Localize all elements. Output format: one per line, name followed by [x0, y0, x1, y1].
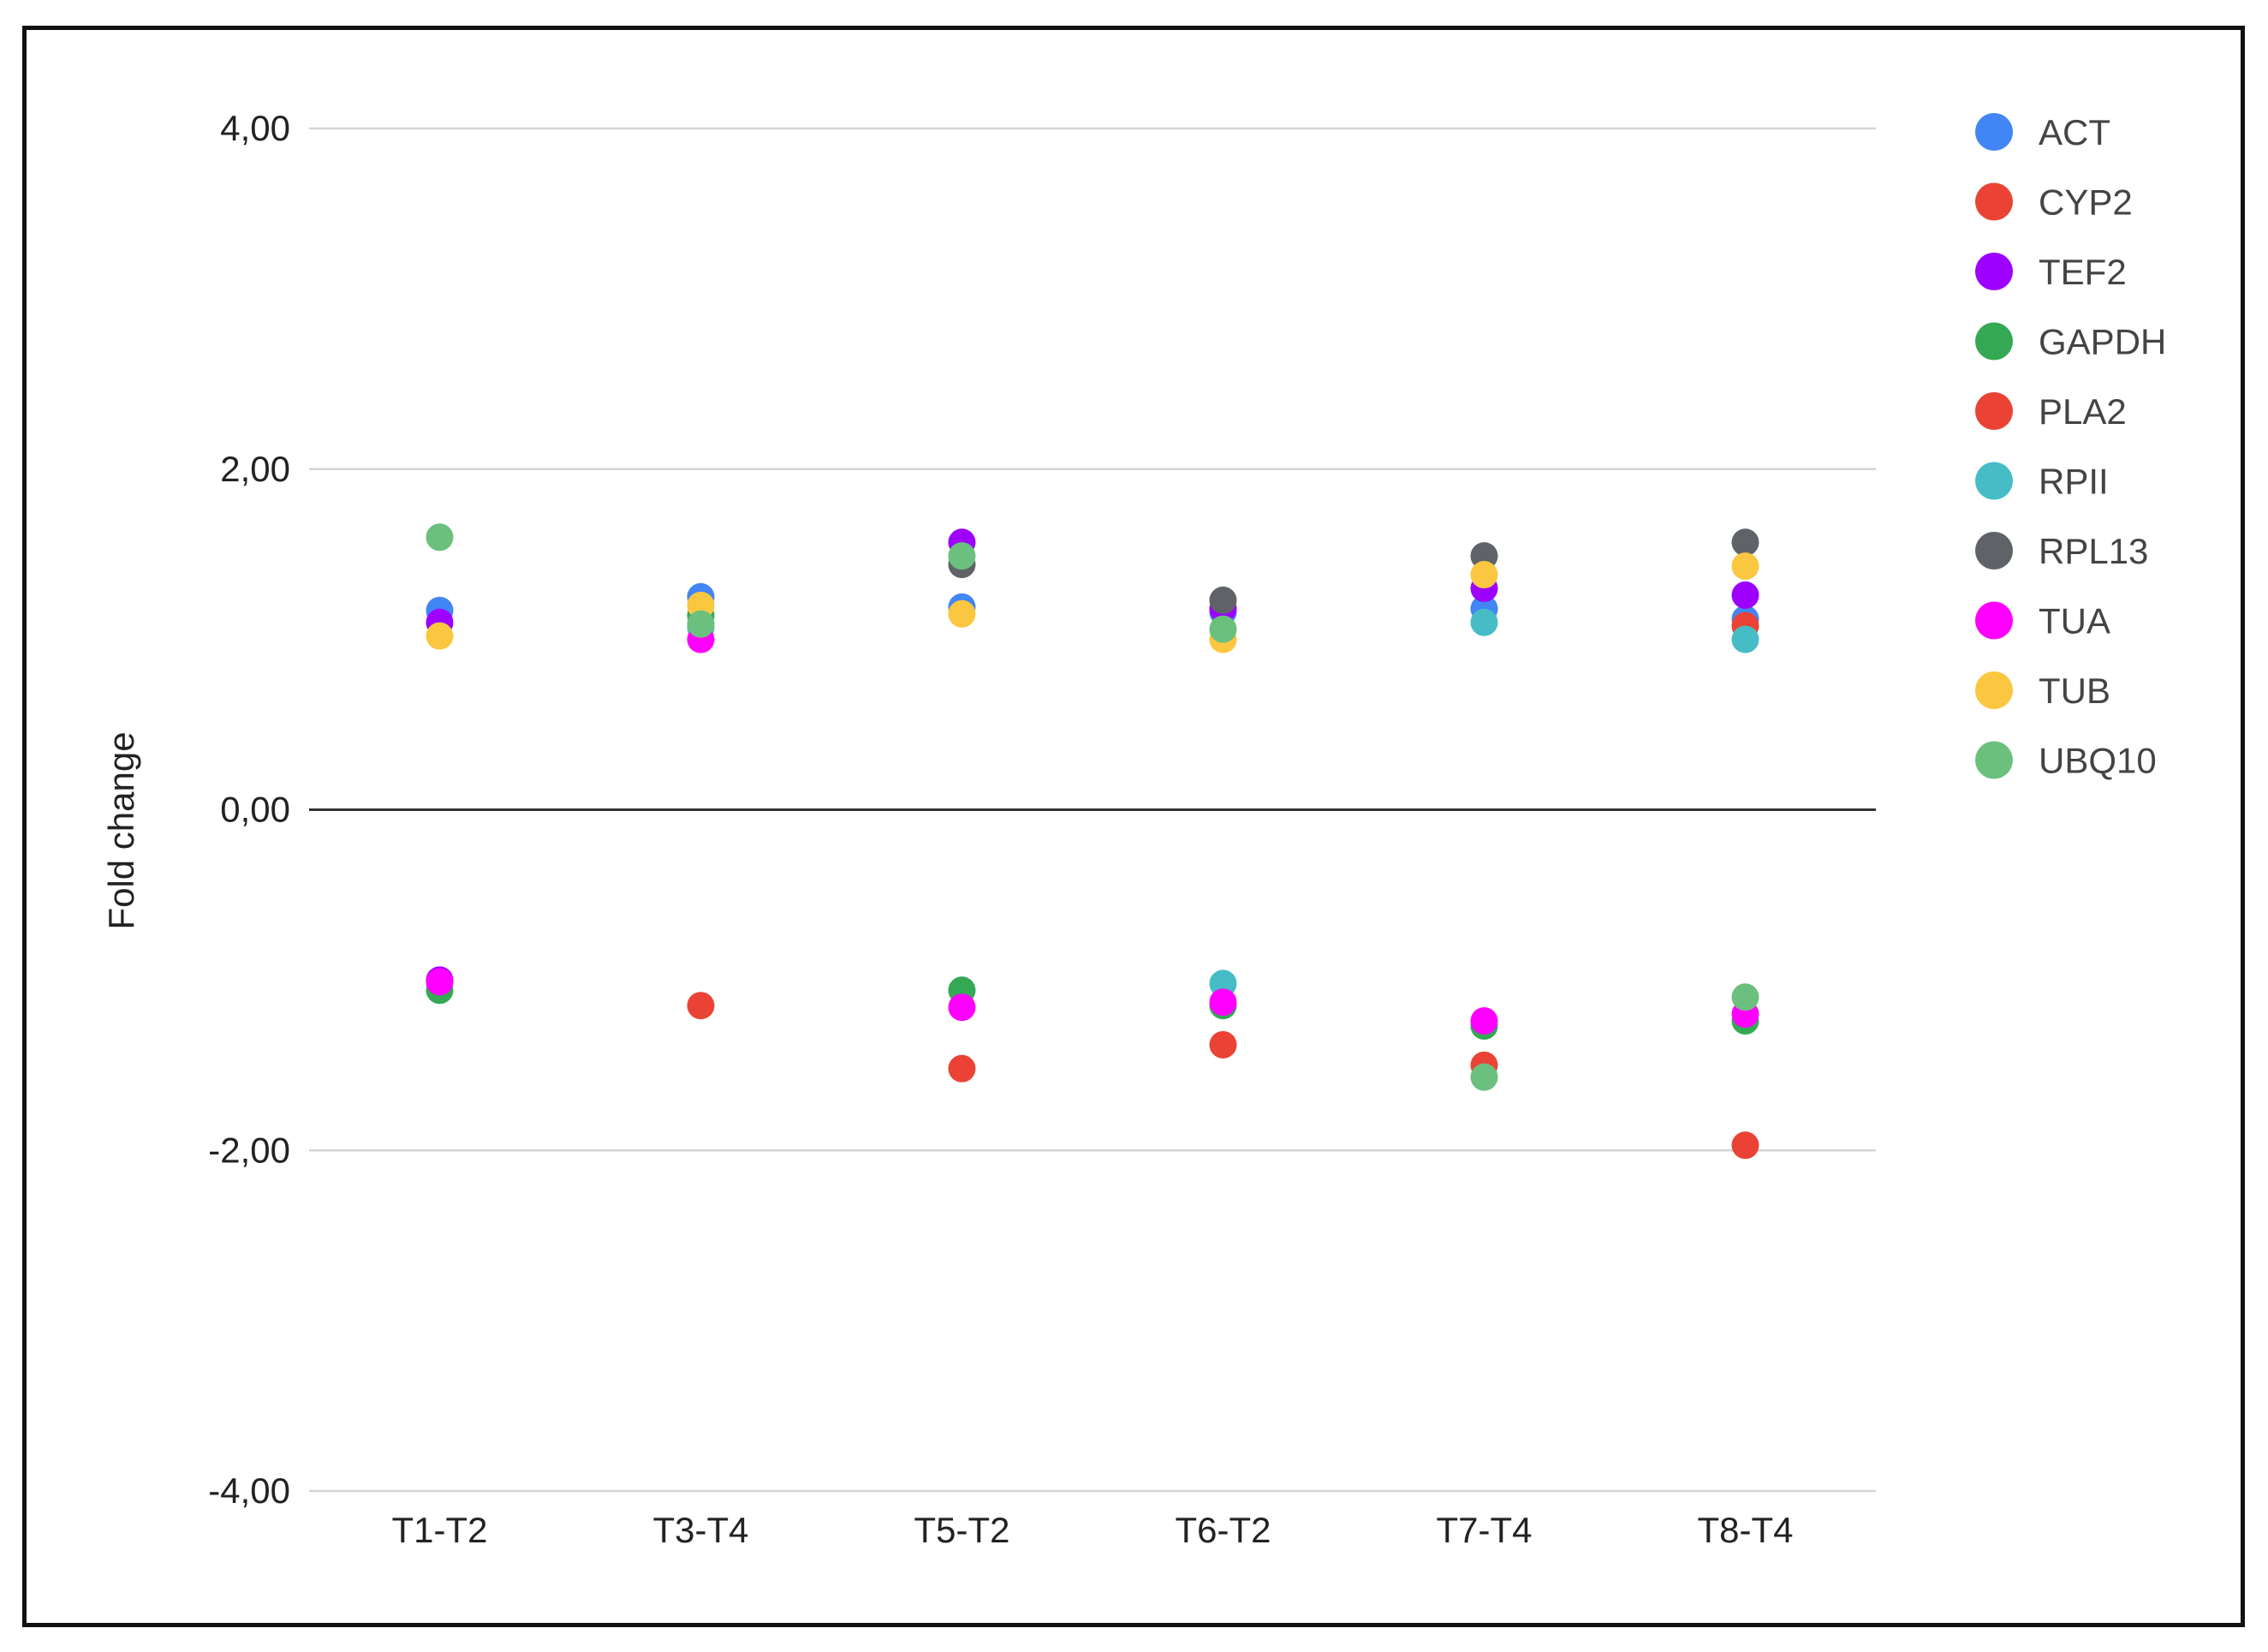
point-ubq10-t1-t2 — [426, 523, 454, 552]
point-cyp2-t8-t4 — [1731, 1131, 1759, 1160]
legend-marker-ubq10 — [1975, 741, 2013, 779]
point-rpii-t8-t4 — [1731, 625, 1759, 653]
point-tef2-t8-t4 — [1731, 581, 1759, 609]
legend-marker-act — [1975, 113, 2013, 151]
point-tub-t1-t2 — [426, 622, 454, 650]
point-ubq10-t7-t4 — [1470, 1063, 1498, 1091]
legend-marker-gapdh — [1975, 322, 2013, 361]
x-tick-label: T6-T2 — [1175, 1510, 1271, 1550]
legend-label-rpl13: RPL13 — [2039, 531, 2148, 571]
y-axis-label: Fold change — [101, 731, 141, 929]
point-rpl13-t7-t4 — [1470, 542, 1498, 570]
legend-marker-tua — [1975, 601, 2013, 640]
legend: ACT CYP2 TEF2 GAPDH PLA2 RPII RPL13 TUA TUB UBQ10 — [1975, 112, 2166, 781]
point-tua-t1-t2 — [426, 968, 454, 996]
point-tub-t3-t4 — [687, 591, 715, 619]
point-tua-t6-t2 — [1209, 988, 1237, 1017]
point-ubq10-t6-t2 — [1209, 615, 1237, 643]
legend-label-gapdh: GAPDH — [2039, 322, 2166, 362]
legend-marker-tub — [1975, 671, 2013, 709]
legend-marker-tef2 — [1975, 253, 2013, 290]
legend-label-act: ACT — [2039, 112, 2110, 152]
x-tick-label: T8-T4 — [1697, 1510, 1793, 1550]
point-rpii-t6-t2 — [1209, 969, 1237, 998]
x-axis-ticks: T1-T2 T3-T4 T5-T2 T6-T2 T7-T4 T8-T4 — [391, 1510, 1793, 1550]
legend-marker-cyp2 — [1975, 182, 2013, 221]
legend-marker-pla2 — [1975, 392, 2013, 430]
x-tick-label: T1-T2 — [391, 1510, 487, 1550]
point-cyp2-t5-t2 — [948, 1054, 976, 1082]
legend-label-pla2: PLA2 — [2039, 391, 2127, 432]
y-tick-label: 2,00 — [220, 449, 290, 489]
y-tick-label: -2,00 — [208, 1130, 290, 1170]
x-tick-label: T3-T4 — [652, 1510, 748, 1550]
point-tua-t5-t2 — [948, 993, 976, 1022]
point-cyp2-t3-t4 — [687, 992, 715, 1020]
legend-label-tua: TUA — [2039, 601, 2110, 641]
point-ubq10-t8-t4 — [1731, 983, 1759, 1011]
point-cyp2-t6-t2 — [1209, 1030, 1237, 1059]
legend-marker-rpii — [1975, 462, 2013, 500]
x-tick-label: T5-T2 — [914, 1510, 1009, 1550]
legend-label-tef2: TEF2 — [2039, 252, 2127, 292]
legend-label-cyp2: CYP2 — [2039, 182, 2133, 223]
data-points — [426, 523, 1759, 1160]
point-ubq10-t5-t2 — [948, 542, 976, 570]
y-tick-label: 4,00 — [220, 108, 290, 148]
legend-label-rpii: RPII — [2039, 462, 2109, 502]
point-tub-t8-t4 — [1731, 552, 1759, 581]
legend-label-ubq10: UBQ10 — [2039, 741, 2157, 781]
x-tick-label: T7-T4 — [1436, 1510, 1532, 1550]
y-tick-label: 0,00 — [220, 790, 290, 830]
scatter-chart: 4,00 2,00 0,00 -2,00 -4,00 T1-T2 T3-T4 T5-T2 T6… — [101, 108, 2166, 1550]
legend-label-tub: TUB — [2039, 671, 2110, 711]
point-ubq10-t3-t4 — [687, 610, 715, 638]
legend-marker-rpl13 — [1975, 532, 2013, 570]
point-rpl13-t8-t4 — [1731, 528, 1759, 557]
y-tick-label: -4,00 — [208, 1470, 290, 1511]
y-axis-ticks: 4,00 2,00 0,00 -2,00 -4,00 — [208, 108, 290, 1511]
chart-frame: 4,00 2,00 0,00 -2,00 -4,00 T1-T2 T3-T4 T5-T2 T6… — [22, 26, 2245, 1627]
point-rpii-t7-t4 — [1470, 608, 1498, 636]
point-tua-t7-t4 — [1470, 1007, 1498, 1035]
point-tub-t5-t2 — [948, 599, 976, 628]
grid-lines — [309, 127, 1876, 1493]
point-rpl13-t6-t2 — [1209, 586, 1237, 614]
point-tub-t7-t4 — [1470, 561, 1498, 589]
